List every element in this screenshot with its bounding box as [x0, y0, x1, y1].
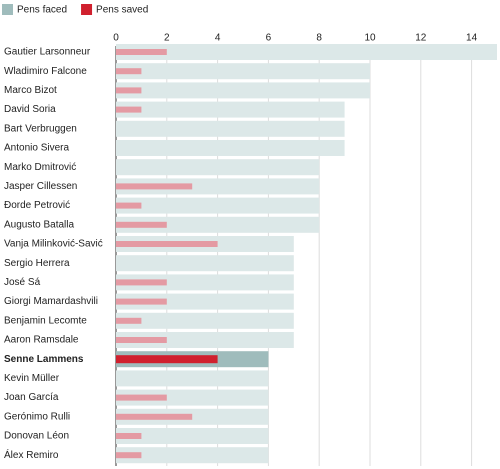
- bar: [116, 106, 142, 113]
- y-tick-label: Joan García: [4, 392, 59, 403]
- y-tick-label: Kevin Müller: [4, 373, 60, 384]
- x-tick-label: 14: [466, 33, 478, 44]
- bar: [116, 452, 142, 459]
- y-tick-label: Đorde Petrović: [4, 200, 70, 211]
- y-tick-label: David Soria: [4, 104, 56, 115]
- bar: [116, 312, 294, 329]
- bar: [116, 447, 269, 464]
- y-tick-label: Vanja Milinković-Savić: [4, 239, 103, 250]
- bar: [116, 428, 269, 444]
- bar: [116, 355, 218, 364]
- y-tick-label: José Sá: [4, 277, 41, 288]
- bar: [116, 317, 142, 324]
- y-tick-label: Sergio Herrera: [4, 258, 70, 269]
- x-tick-label: 8: [316, 33, 322, 44]
- bar: [116, 82, 370, 99]
- y-tick-label: Gautier Larsonneur: [4, 47, 91, 58]
- bar: [116, 332, 294, 348]
- y-tick-label: Marko Dmitrović: [4, 162, 76, 173]
- bar: [116, 394, 167, 401]
- bar: [116, 49, 167, 55]
- y-tick-label: Augusto Batalla: [4, 219, 74, 230]
- bar: [116, 337, 167, 343]
- bar: [116, 433, 142, 439]
- bar: [116, 87, 142, 94]
- bar: [116, 140, 345, 156]
- legend-label: Pens saved: [96, 5, 148, 16]
- y-tick-label: Donovan Léon: [4, 431, 69, 442]
- bar: [116, 68, 142, 75]
- y-tick-label: Senne Lammens: [4, 354, 84, 365]
- bar: [116, 389, 269, 406]
- y-tick-label: Giorgi Mamardashvili: [4, 296, 98, 307]
- bar: [116, 274, 294, 291]
- x-tick-label: 4: [215, 33, 221, 44]
- y-tick-label: Jasper Cillessen: [4, 181, 77, 192]
- bar: [116, 178, 320, 195]
- bar: [116, 221, 167, 228]
- bar: [116, 216, 320, 233]
- y-tick-label: Aaron Ramsdale: [4, 335, 79, 346]
- y-tick-label: Benjamin Lecomte: [4, 315, 87, 326]
- y-tick-label: Gerónimo Rulli: [4, 411, 70, 422]
- y-tick-label: Álex Remiro: [4, 448, 59, 461]
- bar: [116, 44, 497, 60]
- bar: [116, 101, 345, 118]
- x-tick-label: 10: [364, 33, 376, 44]
- bar: [116, 63, 370, 80]
- y-tick-label: Marco Bizot: [4, 85, 57, 96]
- x-tick-label: 12: [415, 33, 427, 44]
- bar: [116, 413, 193, 420]
- bar: [116, 159, 320, 176]
- legend-swatch: [2, 4, 13, 15]
- bar: [116, 197, 320, 214]
- bar: [116, 241, 218, 247]
- legend-label: Pens faced: [17, 5, 67, 16]
- bar: [116, 120, 345, 137]
- legend-swatch: [81, 4, 93, 15]
- x-tick-label: 2: [164, 33, 170, 44]
- y-tick-label: Bart Verbruggen: [4, 123, 77, 134]
- bar: [116, 279, 167, 286]
- x-tick-label: 0: [113, 33, 119, 44]
- bar: [116, 298, 167, 305]
- y-tick-label: Antonio Sivera: [4, 143, 69, 154]
- y-tick-label: Wladimiro Falcone: [4, 66, 87, 77]
- bar: [116, 202, 142, 209]
- bar: [116, 293, 294, 310]
- x-tick-label: 6: [266, 33, 272, 44]
- bar: [116, 255, 294, 272]
- bar: [116, 183, 193, 190]
- bar: [116, 370, 269, 387]
